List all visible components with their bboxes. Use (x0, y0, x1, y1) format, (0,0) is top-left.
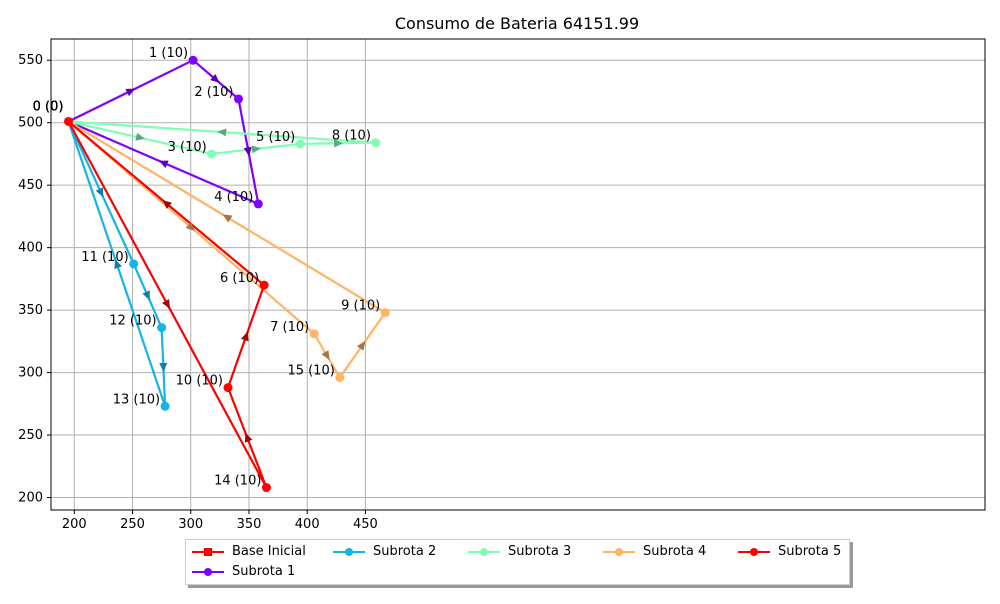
y-tick-label: 300 (18, 366, 43, 381)
direction-arrow (162, 299, 170, 309)
direction-arrows (95, 73, 366, 443)
data-point (295, 139, 305, 149)
point-label: 11 (10) (81, 250, 128, 265)
direction-arrow (95, 187, 104, 198)
data-point (223, 383, 233, 393)
point-label: 5 (10) (256, 130, 295, 145)
direction-arrow (217, 128, 227, 137)
x-tick-label: 200 (62, 517, 87, 532)
legend-item-subrota-4: Subrota 4 (603, 544, 706, 559)
direction-arrow (244, 432, 253, 443)
base-label: 0 (0) (33, 99, 64, 114)
direction-arrow (356, 341, 366, 351)
data-point (160, 401, 170, 411)
data-point (253, 199, 263, 209)
base-label: 0 (0) (33, 99, 64, 114)
legend-label-subrota-1: Subrota 1 (232, 564, 296, 579)
data-point (233, 94, 243, 104)
series-points (63, 55, 390, 493)
data-point (380, 308, 390, 318)
point-label: 3 (10) (168, 140, 207, 155)
point-label: 9 (10) (341, 299, 380, 314)
data-point (188, 55, 198, 65)
base-label: 0 (0) (33, 99, 64, 114)
legend-swatch-base-inicial (192, 545, 224, 559)
legend-swatch-subrota-1 (192, 565, 224, 579)
y-tick-label: 550 (18, 53, 43, 68)
base-label: 0 (0) (33, 99, 64, 114)
direction-arrow (251, 145, 261, 154)
y-tick-label: 450 (18, 178, 43, 193)
base-point (63, 116, 73, 126)
legend-label-subrota-2: Subrota 2 (373, 544, 437, 559)
legend-item-base-inicial: Base Inicial (192, 544, 306, 559)
direction-arrow (158, 160, 169, 168)
y-tick-label: 500 (18, 116, 43, 131)
grid-lines (51, 39, 985, 510)
y-tick-label: 350 (18, 303, 43, 318)
data-point (207, 149, 217, 159)
x-tick-label: 350 (237, 517, 262, 532)
point-label: 15 (10) (287, 364, 334, 379)
legend-label-subrota-4: Subrota 4 (643, 544, 707, 559)
point-labels: 1 (10) 2 (10) 4 (10) 11 (10) 12 (10) 13 (10) 3… (33, 46, 381, 488)
legend-swatch-subrota-2 (333, 545, 365, 559)
x-tick-label: 450 (353, 517, 378, 532)
legend-swatch-subrota-4 (603, 545, 635, 559)
direction-arrow (114, 259, 122, 269)
direction-arrow (321, 350, 330, 361)
direction-arrow (135, 132, 145, 141)
legend-item-subrota-2: Subrota 2 (333, 544, 436, 559)
legend-item-subrota-5: Subrota 5 (738, 544, 841, 559)
legend-label-base-inicial: Base Inicial (232, 544, 306, 559)
direction-arrow (222, 214, 233, 223)
point-label: 1 (10) (149, 46, 188, 61)
base-label: 0 (0) (33, 99, 64, 114)
data-point (371, 138, 381, 148)
legend-swatch-subrota-3 (468, 545, 500, 559)
direction-arrow (162, 200, 172, 209)
data-point (259, 280, 269, 290)
legend-item-subrota-3: Subrota 3 (468, 544, 571, 559)
legend: Base Inicial Subrota 1 Subrota 2 Subrota… (185, 539, 850, 585)
direction-arrow (185, 221, 196, 231)
direction-arrow (243, 146, 252, 157)
x-tick-label: 250 (120, 517, 145, 532)
legend-item-subrota-1: Subrota 1 (192, 564, 295, 579)
data-point (309, 329, 319, 339)
point-label: 8 (10) (332, 129, 371, 144)
direction-arrow (210, 73, 220, 83)
direction-arrow (159, 362, 168, 372)
data-point (261, 483, 271, 493)
point-label: 2 (10) (194, 85, 233, 100)
plot-frame (50, 38, 986, 511)
y-tick-label: 250 (18, 428, 43, 443)
axes: 200 250 300 350 400 450 200 250 300 350 400 450 500 5… (18, 38, 986, 532)
direction-arrow (125, 88, 136, 97)
data-point (157, 323, 167, 333)
point-label: 12 (10) (109, 314, 156, 329)
point-label: 10 (10) (176, 374, 223, 389)
point-label: 14 (10) (214, 474, 261, 489)
legend-swatch-subrota-5 (738, 545, 770, 559)
point-label: 6 (10) (220, 271, 259, 286)
y-tick-label: 400 (18, 241, 43, 256)
data-point (335, 373, 345, 383)
x-tick-label: 400 (295, 517, 320, 532)
data-point (129, 259, 139, 269)
x-tick-label: 300 (178, 517, 203, 532)
point-label: 4 (10) (214, 190, 253, 205)
point-label: 7 (10) (270, 320, 309, 335)
legend-label-subrota-3: Subrota 3 (508, 544, 572, 559)
direction-arrow (334, 139, 344, 148)
chart-title: Consumo de Bateria 64151.99 (395, 14, 639, 33)
point-label: 13 (10) (113, 392, 160, 407)
y-tick-label: 200 (18, 491, 43, 506)
legend-label-subrota-5: Subrota 5 (778, 544, 842, 559)
direction-arrow (142, 290, 150, 301)
direction-arrow (240, 331, 249, 342)
